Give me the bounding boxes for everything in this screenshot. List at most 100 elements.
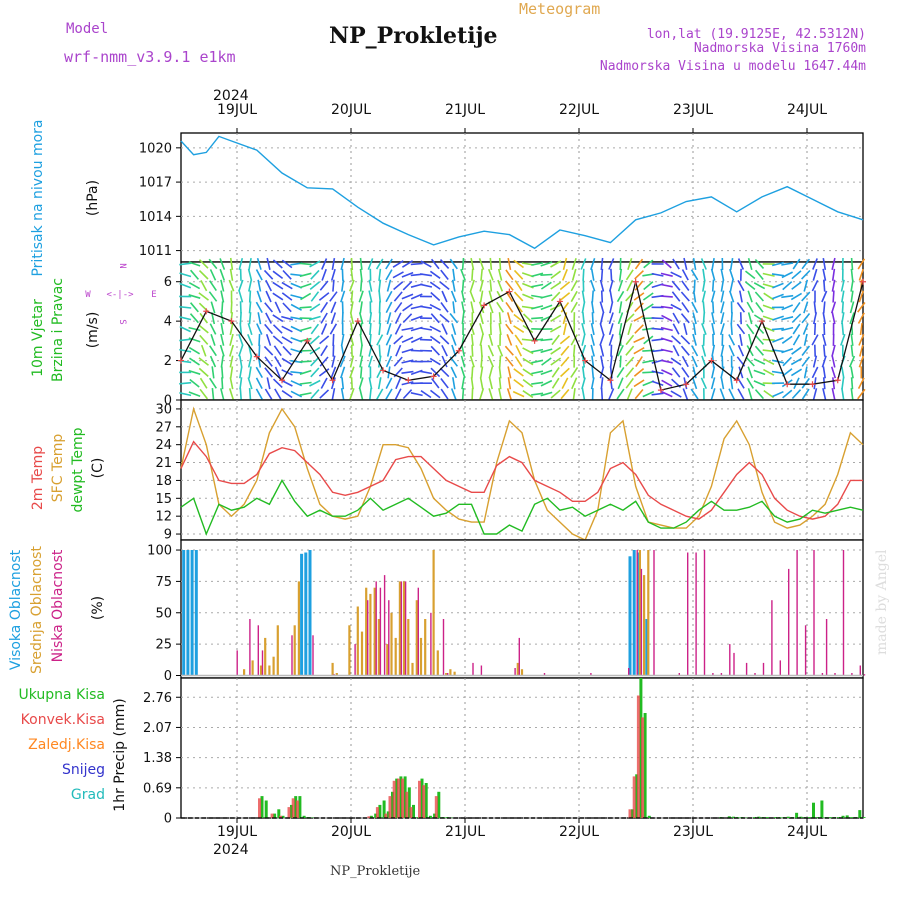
cloud-bar-2-5: [312, 635, 314, 676]
wind-arrow-804: [745, 270, 756, 280]
wind-arrow-639: [633, 367, 645, 377]
wind-arrow-575: [591, 355, 595, 368]
wind-arrow-614: [619, 355, 622, 368]
cloud-bar-1-32: [453, 671, 456, 676]
pressure-ytick-label-0: 1020: [139, 141, 172, 156]
cloud-bar-2-14: [404, 581, 407, 676]
wind-arrow-93: [248, 366, 252, 379]
wind-arrow-92: [247, 377, 253, 390]
wind-arrow-543: [559, 281, 571, 291]
wind-arrow-693: [672, 345, 680, 357]
wind-arrow-249: [359, 366, 363, 379]
wind-arrow-568: [581, 290, 586, 303]
cloud-bar-1-3: [264, 637, 267, 676]
wind-arrow-207: [321, 258, 328, 270]
wind-arrow-222: [341, 377, 345, 390]
wind-arrow-115: [255, 269, 263, 281]
wind-arrow-838: [771, 327, 784, 331]
temperature-panel: 30 27 24 21 18 15 12 9: [155, 399, 864, 543]
wind-arrow-821: [763, 368, 775, 376]
wind-arrow-302: [393, 356, 403, 367]
wind-arrow-889: [811, 334, 819, 346]
wind-arrow-54: [221, 366, 224, 379]
wind-arrow-562: [581, 355, 586, 368]
wind-arrow-706: [680, 345, 690, 356]
wind-arrow-518: [540, 273, 553, 276]
wind-arrow-755: [720, 377, 725, 390]
wind-arrow-214: [329, 323, 338, 335]
wind-speed-line: [180, 281, 864, 391]
wind-arrow-313: [401, 381, 414, 386]
cloud-bar-1-35: [638, 550, 641, 676]
wind-arrow-414: [471, 268, 474, 281]
wind-arrow-936: [850, 387, 854, 401]
cloud-bar-2-45: [813, 550, 815, 676]
temp-ytick-label-1: 27: [155, 420, 172, 435]
bottom-day-label-0: 19JUL: [217, 824, 257, 840]
precip-ytick-label-1: 2.07: [143, 721, 172, 736]
wind-arrow-884: [812, 388, 818, 401]
wind-arrow-349: [419, 273, 433, 277]
wind-arrow-190: [309, 303, 321, 312]
precip-bar-1-14: [409, 807, 413, 818]
wind-arrow-76: [229, 268, 234, 281]
wind-arrow-57: [220, 333, 225, 346]
cloud-bar-1-9: [331, 662, 334, 676]
wind-arrow-21: [189, 302, 199, 313]
pressure-ytick-label-1: 1017: [139, 176, 172, 191]
wind-arrow-480: [513, 259, 524, 269]
precip-bar-1-3: [287, 807, 291, 818]
wind-arrow-475: [513, 313, 524, 323]
precip-bar-0-11: [369, 815, 373, 818]
cloud-bar-1-28: [432, 550, 435, 676]
wind-arrow-442: [498, 388, 503, 401]
wind-gust-marker-13: [506, 288, 513, 295]
precip-bar-0-6: [294, 796, 298, 818]
wind-ytick-label-2: 2: [164, 354, 172, 369]
precip-bar-1-19: [632, 776, 636, 818]
wind-arrow-948: [850, 257, 854, 271]
wind-arrow-182: [310, 389, 320, 400]
cloud-bar-1-5: [272, 656, 275, 676]
wind-arrow-402: [461, 257, 465, 271]
wind-arrow-19: [188, 326, 201, 332]
wind-arrow-812: [754, 324, 765, 334]
wind-arrow-206: [321, 268, 327, 281]
wind-arrow-351: [430, 389, 441, 399]
wind-arrow-484: [522, 357, 534, 366]
wind-arrow-377: [450, 388, 457, 400]
wind-arrow-275: [376, 366, 384, 379]
wind-arrow-796: [745, 356, 755, 367]
wind-arrow-950: [857, 377, 865, 389]
wind-arrow-546: [572, 387, 576, 401]
wind-arrow-696: [672, 312, 680, 324]
cloud-bar-0-4: [300, 553, 304, 676]
wind-arrow-573: [590, 377, 595, 390]
wind-arrow-420: [480, 344, 483, 357]
wind-arrow-400: [461, 279, 465, 292]
cloud-bar-2-32: [703, 550, 706, 676]
wind-arrow-343: [419, 338, 433, 341]
wind-arrow-203: [320, 301, 329, 313]
wind-arrow-803: [745, 281, 756, 291]
wind-arrow-738: [702, 279, 706, 292]
wind-arrow-532: [550, 260, 562, 268]
wind-arrow-822: [763, 358, 775, 366]
cloud-bar-1-0: [243, 669, 246, 676]
wind-arrow-119: [264, 367, 273, 378]
wind-arrow-914: [831, 344, 836, 357]
wind-arrow-837: [772, 336, 784, 343]
wind-arrow-763: [720, 290, 725, 303]
wind-gust-marker-7: [354, 318, 361, 325]
wind-arrow-898: [822, 377, 826, 390]
precip-bar-1-16: [422, 785, 426, 818]
wind-arrow-261: [368, 377, 373, 390]
wind-arrow-565: [581, 323, 586, 336]
wind-arrow-765: [720, 268, 725, 281]
wind-arrow-337: [410, 262, 423, 266]
wind-gust-marker-21: [708, 357, 715, 364]
wind-arrow-200: [319, 335, 330, 345]
wind-arrow-82: [238, 344, 244, 357]
wind-arrow-135: [272, 335, 283, 345]
wind-arrow-753: [711, 257, 715, 271]
